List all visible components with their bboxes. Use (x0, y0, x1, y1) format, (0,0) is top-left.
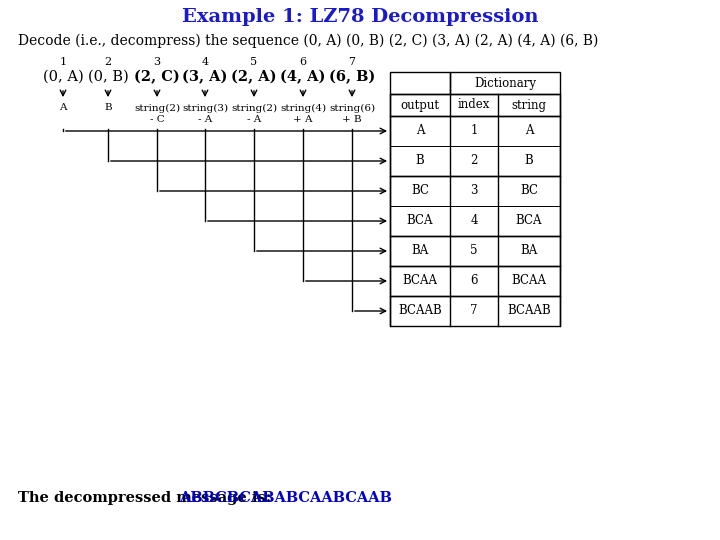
Text: string(6): string(6) (329, 104, 375, 112)
Text: string: string (511, 98, 546, 111)
Bar (390, 116, 560, 176)
Text: + A: + A (293, 114, 312, 124)
Text: BC: BC (411, 185, 429, 198)
Text: 6: 6 (300, 57, 307, 67)
Text: BCA: BCA (516, 214, 542, 227)
Text: string(2): string(2) (134, 104, 180, 112)
Text: A: A (59, 104, 67, 112)
Text: output: output (400, 98, 439, 111)
Text: ABBCBCABABCAABCAAB: ABBCBCABABCAABCAAB (179, 491, 392, 505)
Bar (450, 72, 560, 94)
Text: 4: 4 (470, 214, 478, 227)
Text: (2, A): (2, A) (231, 70, 276, 84)
Text: (0, B): (0, B) (88, 70, 128, 84)
Text: (4, A): (4, A) (280, 70, 325, 84)
Text: (0, A): (0, A) (42, 70, 84, 84)
Text: string(4): string(4) (280, 104, 326, 112)
Bar (390, 94, 560, 116)
Text: 4: 4 (202, 57, 209, 67)
Text: A: A (415, 125, 424, 138)
Bar (390, 72, 450, 94)
Text: 1: 1 (60, 57, 66, 67)
Text: BA: BA (411, 245, 428, 258)
Text: 1: 1 (470, 125, 477, 138)
Text: 6: 6 (470, 274, 478, 287)
Text: BA: BA (521, 245, 538, 258)
Text: 3: 3 (153, 57, 161, 67)
Text: B: B (104, 104, 112, 112)
Text: A: A (525, 125, 534, 138)
Text: (3, A): (3, A) (182, 70, 228, 84)
Bar (390, 266, 560, 296)
Text: B: B (525, 154, 534, 167)
Text: - A: - A (247, 114, 261, 124)
Text: - C: - C (150, 114, 164, 124)
Bar (390, 236, 560, 266)
Text: 7: 7 (348, 57, 356, 67)
Text: + B: + B (342, 114, 362, 124)
Text: BCAA: BCAA (511, 274, 546, 287)
Bar (390, 176, 560, 236)
Text: 5: 5 (251, 57, 258, 67)
Text: BC: BC (520, 185, 538, 198)
Text: 5: 5 (470, 245, 478, 258)
Text: (6, B): (6, B) (329, 70, 375, 84)
Text: index: index (458, 98, 490, 111)
Text: BCAAB: BCAAB (507, 305, 551, 318)
Text: BCA: BCA (407, 214, 433, 227)
Text: Dictionary: Dictionary (474, 77, 536, 90)
Text: BCAA: BCAA (402, 274, 438, 287)
Text: 7: 7 (470, 305, 478, 318)
Text: (2, C): (2, C) (134, 70, 180, 84)
Text: - A: - A (198, 114, 212, 124)
Text: BCAAB: BCAAB (398, 305, 442, 318)
Text: The decompressed message is:: The decompressed message is: (18, 491, 276, 505)
Text: string(2): string(2) (231, 104, 277, 112)
Text: 2: 2 (470, 154, 477, 167)
Text: string(3): string(3) (182, 104, 228, 112)
Text: 3: 3 (470, 185, 478, 198)
Text: B: B (415, 154, 424, 167)
Text: Decode (i.e., decompress) the sequence (0, A) (0, B) (2, C) (3, A) (2, A) (4, A): Decode (i.e., decompress) the sequence (… (18, 34, 598, 48)
Text: Example 1: LZ78 Decompression: Example 1: LZ78 Decompression (181, 8, 539, 26)
Text: 2: 2 (104, 57, 112, 67)
Bar (390, 296, 560, 326)
